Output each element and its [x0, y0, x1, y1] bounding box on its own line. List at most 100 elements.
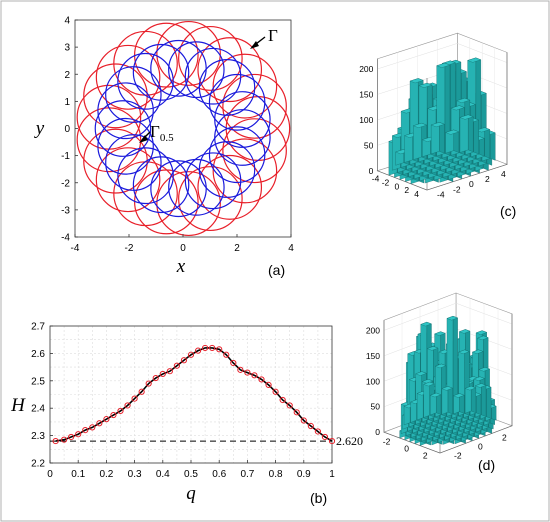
outer-curve-loop [178, 166, 243, 232]
y-tick-label: -2 [454, 450, 462, 460]
data-point-marker [265, 381, 272, 389]
x-tick-label: -4 [372, 174, 380, 184]
bar-side-right [439, 122, 445, 154]
outer-curve-loop [222, 73, 287, 139]
inner-curve-loop [117, 52, 174, 110]
bar-side-right [471, 385, 476, 413]
data-point-marker [103, 416, 110, 423]
x-tick-label: 0.1 [71, 469, 85, 480]
z-tick-label: 200 [366, 325, 380, 335]
inner-curve-loop [117, 147, 174, 205]
inner-curve-loop [150, 39, 207, 97]
bar-top [409, 78, 424, 84]
bar-top [436, 62, 451, 68]
bar-side-left [441, 386, 449, 415]
data-point-marker [321, 433, 329, 441]
data-point-marker [216, 346, 223, 353]
histogram-bar [459, 114, 474, 153]
data-point-marker [173, 362, 180, 369]
y-tick-label: -4 [437, 189, 445, 199]
bar-top [421, 379, 434, 384]
bar-side-right [490, 130, 496, 161]
y-axis-label: H [10, 395, 26, 416]
outer-curve-loop [156, 20, 221, 86]
bar-top [458, 329, 471, 334]
data-point-marker [314, 428, 321, 435]
inner-curve-loop [97, 117, 154, 175]
bar-top [478, 367, 491, 372]
x-tick-label: 1 [329, 469, 335, 480]
bar-top [441, 386, 453, 391]
inner-curve-loop [214, 109, 271, 166]
x-tick-label: 0.3 [128, 469, 142, 480]
bar-top [429, 392, 442, 398]
x-tick-label: 0.2 [99, 469, 113, 480]
bar-side-left [413, 122, 422, 160]
bar-top [415, 371, 427, 376]
histogram-bar [453, 393, 465, 415]
data-point-marker [293, 409, 300, 416]
bar-side-right [447, 386, 453, 415]
panel-c-label: (c) [500, 203, 516, 219]
x-tick-label: -2 [383, 437, 391, 447]
x-tick-labels: 0 0.1 0.2 0.3 0.4 0.5 0.6 0.7 0.8 0.9 1 [47, 460, 335, 480]
x-tick-label: 0.4 [156, 469, 170, 480]
inner-curve-loop [132, 156, 190, 214]
inner-curve-loop [198, 141, 256, 198]
y-tick-label: 2 [64, 70, 70, 81]
bar-top [426, 346, 439, 351]
bar-side-right [484, 127, 490, 159]
x-tick-label: 0.8 [269, 469, 283, 480]
bar-top [434, 363, 447, 369]
x-tick-label: 2 [234, 243, 240, 254]
data-point-marker [138, 388, 145, 395]
bar-top [434, 331, 446, 336]
outer-curve-loop [197, 154, 263, 220]
data-point-marker [202, 344, 209, 352]
y-tick-label: 2.3 [31, 431, 45, 442]
x-tick-label: 2 [404, 185, 409, 195]
x-tick-label: 0 [47, 469, 53, 480]
x-tick-label: 0 [394, 181, 399, 191]
y-tick-labels: -4 -3 -2 -1 0 1 2 3 4 [61, 16, 78, 244]
x-tick-label: 0 [404, 444, 409, 454]
z-tick-label: 100 [366, 376, 380, 386]
z-tick-label: 200 [359, 64, 373, 74]
data-point-marker [96, 420, 103, 427]
z-tick-label: 100 [359, 115, 373, 125]
x-tick-labels: -4 -2 0 2 4 [71, 234, 294, 254]
data-point-marker [159, 370, 166, 378]
x-tick-label: 4 [414, 189, 419, 199]
bar-top [420, 321, 432, 327]
bar-top [471, 349, 484, 354]
y-axis-label: y [34, 118, 45, 139]
inner-curve-loop [97, 82, 154, 140]
y-tick-label: 3 [64, 43, 70, 54]
data-point-marker [187, 351, 195, 358]
3d-bars [399, 315, 497, 446]
histogram-bar [445, 129, 460, 154]
outer-curve-loop [178, 25, 243, 91]
z-tick-label: 0 [375, 427, 380, 437]
data-point-marker [110, 411, 117, 419]
data-point-marker [272, 388, 279, 395]
outer-curve-loop [156, 171, 221, 237]
data-point-marker [52, 437, 59, 445]
bar-side-left [459, 114, 469, 153]
histogram-bar [464, 385, 477, 414]
x-tick-label: 0.6 [212, 469, 226, 480]
bar-top [450, 105, 465, 111]
y-tick-label: 4 [501, 169, 506, 179]
curve-families [76, 20, 291, 237]
gamma-label-text: Γ [268, 26, 278, 45]
inner-curve-loop [168, 41, 225, 99]
bar-side-left [431, 122, 440, 155]
bar-top [456, 98, 471, 103]
bar-top [458, 349, 470, 355]
histogram-bar [429, 392, 442, 416]
x-tick-label: 0.9 [297, 469, 311, 480]
data-point-marker [89, 424, 96, 431]
